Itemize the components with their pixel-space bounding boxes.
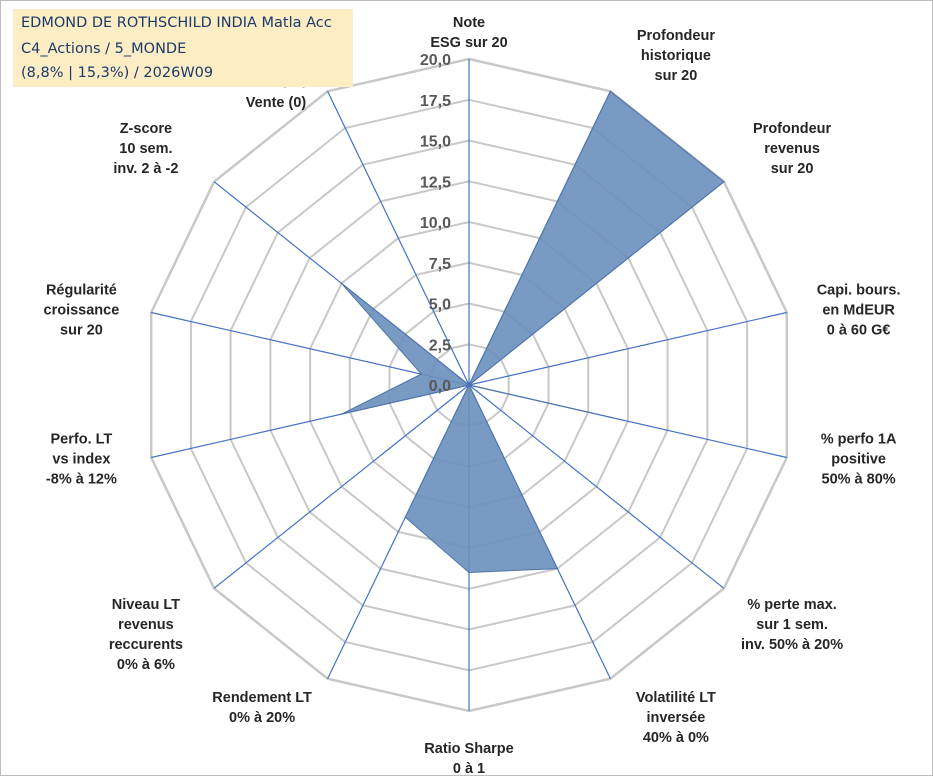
data-point [404,516,407,518]
axis-label: % perte max. sur 1 sem. inv. 50% à 20% [741,597,843,653]
axis-label-line: 0% à 6% [117,657,175,673]
axis-label-line: sur 20 [655,68,698,84]
axis-label-line: Niveau LT [112,597,180,613]
axis-label: Ratio Sharpe 0 à 1 [424,741,513,777]
axis-label-line: sur 20 [60,323,103,339]
axis-label-line: Capi. bours. [817,283,901,299]
data-point [609,90,612,93]
series-area [341,90,725,574]
axis-label: Niveau LT revenus reccurents 0% à 6% [109,597,183,673]
radial-tick-label: 20,0 [420,52,451,69]
radial-tick-label: 2,5 [429,337,451,354]
axis-label-line: en MdEUR [822,303,895,319]
tick-layer: 0,0 2,5 5,0 7,5 10,0 12,5 15,0 17,5 20,0 [420,52,451,395]
axis-label-line: Volatilité LT [636,690,716,706]
axis-label-line: inv. 50% à 20% [741,637,843,653]
axis-label-line: Rendement LT [212,690,312,706]
axis-label-line: % perte max. [747,597,836,613]
axis-label-line: Ratio Sharpe [424,741,513,757]
axis-spoke [151,311,470,386]
axis-label-line: croissance [44,303,120,319]
label-layer: Note ESG sur 20 Profondeur historique sur 20… [44,15,901,777]
axis-label-line: -8% à 12% [46,471,117,487]
data-point [420,373,423,375]
axis-label: Capi. bours. en MdEUR 0 à 60 G€ [817,283,901,339]
fund-category: C4_Actions / 5_MONDE [21,41,187,57]
axis-label: Profondeur revenus sur 20 [753,121,831,177]
axis-label-line: 0 à 60 G€ [827,323,891,339]
axis-spoke [213,384,470,589]
axis-spoke [327,91,470,386]
title-box: EDMOND DE ROTHSCHILD INDIA Matla Acc C4_… [13,9,353,87]
data-point [611,416,613,419]
axis-label: % perfo 1A positive 50% à 80% [821,431,897,487]
axis-label-line: % perfo 1A [821,431,897,447]
axis-label: Rendement LT 0% à 20% [212,690,312,726]
radial-tick-label: 12,5 [420,174,451,191]
axis-label-line: Profondeur [637,28,715,44]
fund-name: EDMOND DE ROTHSCHILD INDIA Matla Acc [21,15,332,31]
axis-label: Profondeur historique sur 20 [637,28,715,84]
axis-label-line: 0% à 20% [229,710,295,726]
axis-label-line: reccurents [109,637,183,653]
axis-label: Volatilité LT inversée 40% à 0% [636,690,716,746]
data-point [341,413,343,415]
axis-label-line: historique [641,48,711,64]
fund-stats: (8,8% | 15,3%) / 2026W09 [21,65,214,81]
axis-label-line: 50% à 80% [822,471,896,487]
axis-label-line: 0 à 1 [453,761,485,777]
data-point [723,180,725,183]
data-point [556,567,559,570]
axis-label-line: Régularité [46,283,117,299]
radial-tick-label: 7,5 [429,256,451,273]
axis-label-line: Profondeur [753,121,831,137]
axis-label-line: inversée [646,710,705,726]
axis-label-line: positive [831,451,886,467]
axis-spoke [468,384,725,589]
radial-tick-label: 5,0 [429,297,451,314]
radial-tick-label: 17,5 [420,93,451,110]
axis-label-line: Note [453,15,485,31]
axis-label: Note ESG sur 20 [430,15,507,51]
axis-label-line: revenus [764,141,820,157]
radial-tick-label: 15,0 [420,134,451,151]
axis-label-line: Z-score [120,121,172,137]
axis-label-line: revenus [118,617,174,633]
axis-label-line: 10 sem. [119,141,172,157]
axis-spoke [468,311,787,386]
axis-label-line: inv. 2 à -2 [113,161,178,177]
axis-label-line: ESG sur 20 [430,35,507,51]
radial-tick-label: 10,0 [420,215,451,232]
axis-label-line: sur 1 sem. [756,617,828,633]
axis-label: Régularité croissance sur 20 [44,283,120,339]
axis-label-line: vs index [52,451,110,467]
axis-label: Z-score 10 sem. inv. 2 à -2 [113,121,178,177]
axis-label-line: sur 20 [771,161,814,177]
axis-label-line: 40% à 0% [643,730,709,746]
axis-label-line: Vente (0) [246,95,307,111]
radial-tick-label: 0,0 [429,378,451,395]
axis-label: Perfo. LT vs index -8% à 12% [46,431,117,487]
series-layer [340,90,725,574]
data-point [468,571,470,574]
axis-label-line: Perfo. LT [51,431,113,447]
data-point [468,384,470,386]
data-point [340,282,343,285]
